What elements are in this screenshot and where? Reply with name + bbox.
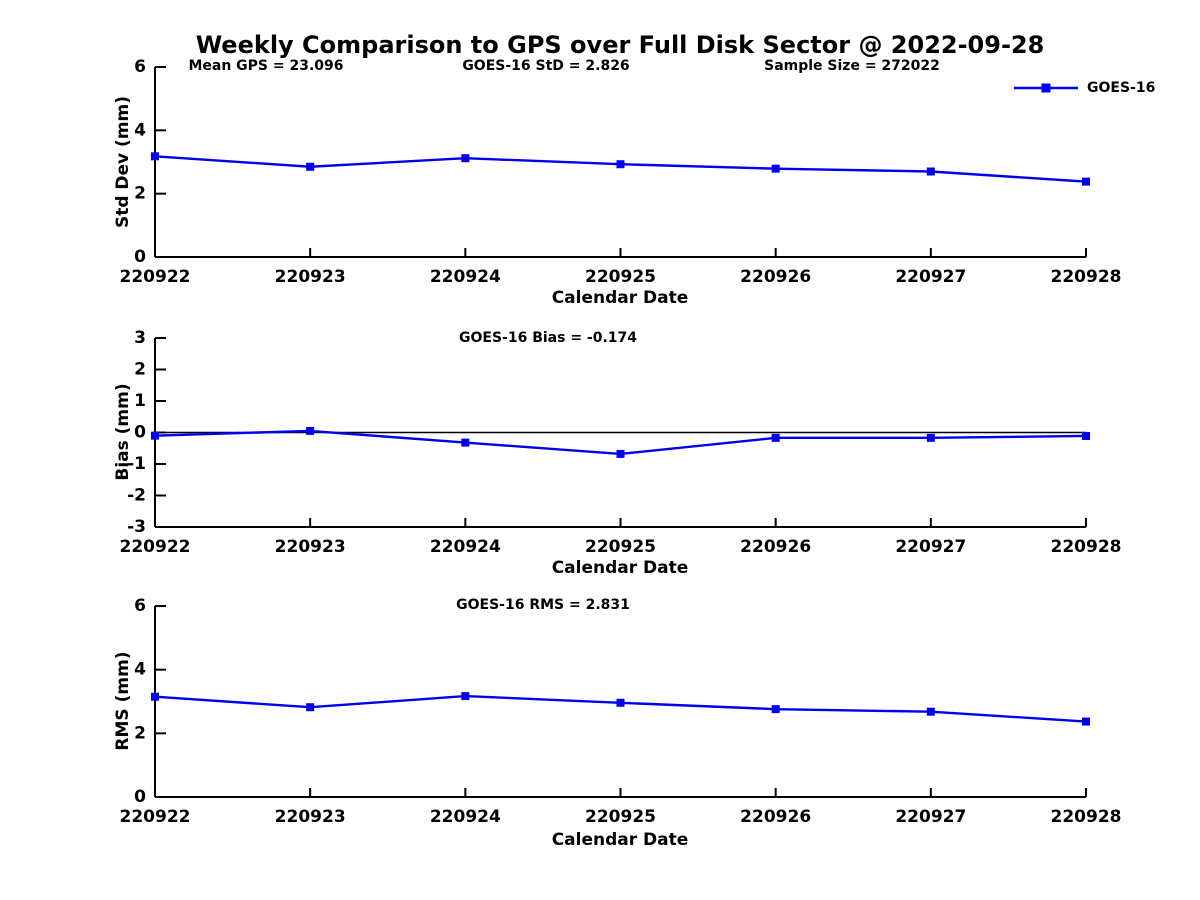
bias-subplot: -3 -2 -1 0 1 2 3 220922 220923 220924 220925 220926… bbox=[120, 328, 1122, 557]
data-point-marker bbox=[771, 164, 780, 173]
data-point-marker bbox=[151, 152, 159, 161]
data-point-marker bbox=[616, 698, 625, 707]
y-tick-label: 2 bbox=[134, 360, 146, 380]
bias-y-axis-label: Bias (mm) bbox=[113, 383, 133, 480]
x-tick-label: 220924 bbox=[430, 807, 501, 827]
x-tick-label: 220922 bbox=[120, 807, 191, 827]
data-point-marker bbox=[616, 449, 625, 458]
legend-label: GOES-16 bbox=[1087, 80, 1155, 96]
y-tick-label: -3 bbox=[127, 517, 146, 537]
x-tick-label: 220926 bbox=[740, 537, 811, 557]
stddev-x-axis-label: Calendar Date bbox=[552, 288, 689, 308]
x-tick-label: 220927 bbox=[895, 267, 966, 287]
x-tick-label: 220927 bbox=[895, 537, 966, 557]
rms-y-axis-label: RMS (mm) bbox=[113, 651, 133, 750]
data-point-marker bbox=[1082, 431, 1090, 440]
x-tick-label: 220926 bbox=[740, 807, 811, 827]
x-tick-label: 220926 bbox=[740, 267, 811, 287]
data-point-marker bbox=[771, 433, 780, 442]
goes16-std-annotation: GOES-16 StD = 2.826 bbox=[462, 58, 629, 74]
y-tick-label: 1 bbox=[134, 391, 146, 411]
data-point-marker bbox=[771, 705, 780, 714]
x-tick-label: 220923 bbox=[275, 807, 346, 827]
data-point-marker bbox=[616, 160, 625, 169]
y-tick-label: 4 bbox=[134, 660, 146, 680]
x-tick-label: 220924 bbox=[430, 267, 501, 287]
bias-x-axis-label: Calendar Date bbox=[552, 558, 689, 578]
x-tick-label: 220924 bbox=[430, 537, 501, 557]
data-point-marker bbox=[306, 703, 315, 712]
y-tick-label: -1 bbox=[127, 454, 146, 474]
stddev-y-axis-label: Std Dev (mm) bbox=[113, 96, 133, 228]
data-point-marker bbox=[306, 426, 315, 435]
x-tick-label: 220927 bbox=[895, 807, 966, 827]
data-line bbox=[154, 155, 1087, 183]
data-point-marker bbox=[151, 431, 159, 440]
rms-x-axis-label: Calendar Date bbox=[552, 830, 689, 850]
x-tick-label: 220922 bbox=[120, 267, 191, 287]
y-tick-label: 0 bbox=[134, 423, 146, 443]
x-tick-label: 220928 bbox=[1051, 267, 1122, 287]
y-tick-label: -2 bbox=[127, 486, 146, 506]
x-tick-label: 220923 bbox=[275, 267, 346, 287]
x-tick-label: 220928 bbox=[1051, 807, 1122, 827]
y-tick-label: 4 bbox=[134, 120, 146, 140]
legend: GOES-16 bbox=[1014, 80, 1155, 96]
legend-marker-icon bbox=[1041, 83, 1051, 93]
y-tick-label: 6 bbox=[134, 57, 146, 77]
y-tick-label: 2 bbox=[134, 723, 146, 743]
data-point-marker bbox=[461, 692, 470, 701]
x-tick-label: 220922 bbox=[120, 537, 191, 557]
y-tick-label: 0 bbox=[134, 247, 146, 267]
x-tick-label: 220923 bbox=[275, 537, 346, 557]
data-point-marker bbox=[1082, 177, 1090, 186]
std-dev-subplot: 0 2 4 6 220922 220923 220924 220925 220926 220927… bbox=[120, 57, 1122, 287]
x-tick-label: 220925 bbox=[585, 807, 656, 827]
data-point-marker bbox=[1082, 717, 1090, 726]
y-tick-label: 0 bbox=[134, 787, 146, 807]
goes16-rms-annotation: GOES-16 RMS = 2.831 bbox=[456, 597, 630, 613]
y-tick-label: 2 bbox=[134, 184, 146, 204]
data-point-marker bbox=[926, 707, 935, 716]
data-point-marker bbox=[461, 154, 470, 163]
y-tick-label: 3 bbox=[134, 328, 146, 348]
goes16-bias-annotation: GOES-16 Bias = -0.174 bbox=[459, 330, 637, 346]
figure-title: Weekly Comparison to GPS over Full Disk … bbox=[196, 31, 1045, 59]
mean-gps-annotation: Mean GPS = 23.096 bbox=[188, 58, 343, 74]
data-point-marker bbox=[151, 692, 159, 701]
x-tick-label: 220925 bbox=[585, 267, 656, 287]
data-point-marker bbox=[306, 162, 315, 171]
data-point-marker bbox=[926, 167, 935, 176]
sample-size-annotation: Sample Size = 272022 bbox=[764, 58, 940, 74]
rms-subplot: 0 2 4 6 220922 220923 220924 220925 220926 220927… bbox=[120, 596, 1122, 827]
x-tick-label: 220928 bbox=[1051, 537, 1122, 557]
data-point-marker bbox=[461, 438, 470, 447]
y-tick-label: 6 bbox=[134, 596, 146, 616]
x-tick-label: 220925 bbox=[585, 537, 656, 557]
data-point-marker bbox=[926, 433, 935, 442]
